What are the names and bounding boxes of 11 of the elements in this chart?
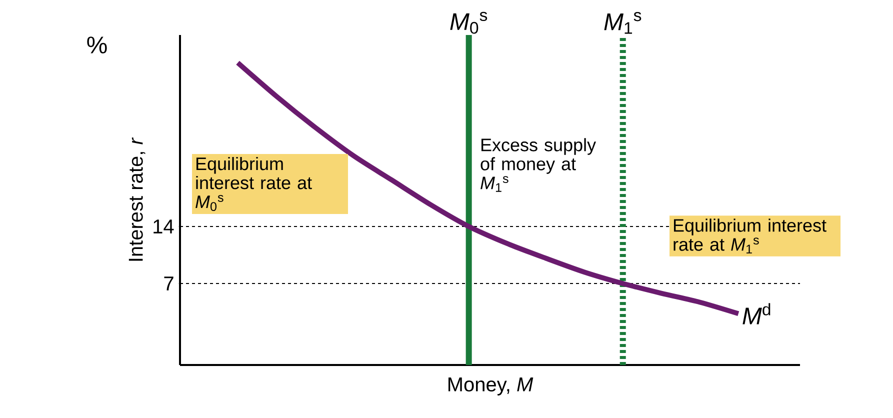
annotation: Equilibrium interest rate at M$_{0}$s (196, 156, 312, 212)
annotation: Excess supply of money at M$_{1}$s (480, 138, 596, 192)
series-label: M$^{d}$ (742, 303, 770, 324)
text: % (87, 36, 107, 54)
x-axis-title: Money, M (448, 378, 534, 396)
text: M$_{1}$s (604, 12, 642, 34)
y-tick-label: 14 (154, 220, 174, 234)
annotation: Equilibrium interest rate at M$_{1}$s (674, 218, 826, 254)
y-tick-label: 7 (164, 276, 174, 290)
text: M$_{0}$s (450, 12, 488, 34)
y-axis-title: Interest rate, r (128, 137, 146, 261)
